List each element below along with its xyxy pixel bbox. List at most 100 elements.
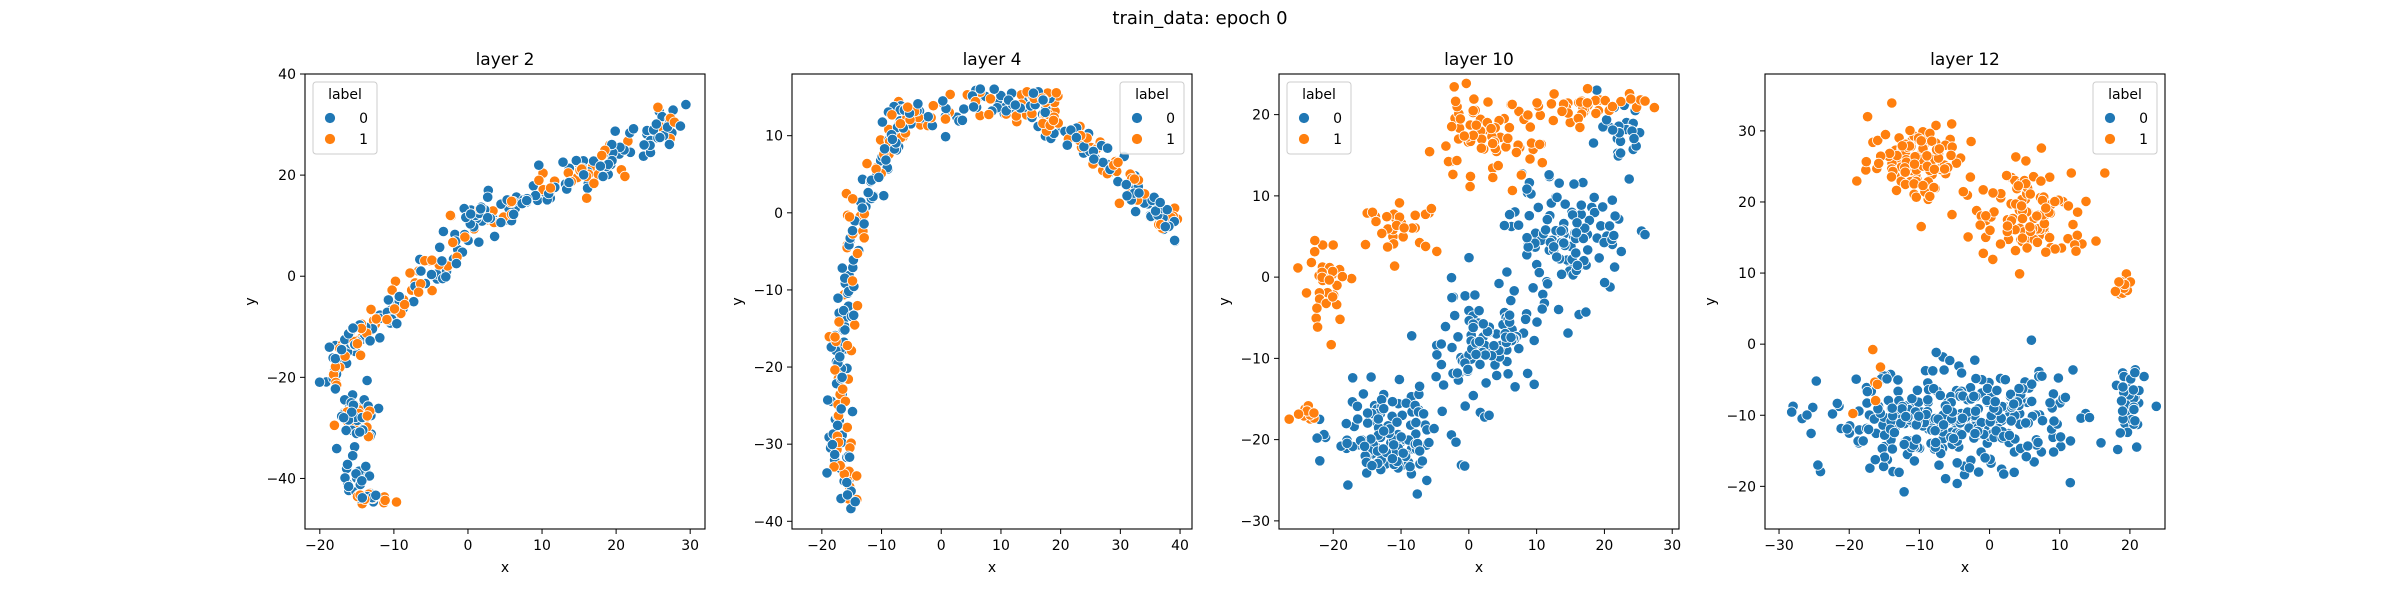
- point-label-0: [1501, 266, 1513, 278]
- legend-entry-0: 0: [359, 111, 368, 127]
- point-label-1: [1851, 175, 1863, 187]
- point-label-1: [1984, 224, 1996, 236]
- point-label-1: [1962, 231, 1974, 243]
- legend-entry-0: 0: [1166, 111, 1175, 127]
- x-tick-label: 0: [464, 538, 473, 554]
- point-label-0: [1070, 132, 1083, 144]
- point-label-0: [1470, 348, 1482, 360]
- point-label-0: [338, 412, 350, 424]
- point-label-0: [937, 95, 949, 107]
- point-label-0: [1571, 217, 1583, 229]
- point-label-0: [1513, 342, 1525, 355]
- point-label-0: [2048, 415, 2060, 427]
- point-label-1: [1964, 171, 1977, 183]
- point-label-0: [360, 460, 372, 472]
- point-label-1: [1283, 413, 1295, 425]
- point-label-1: [544, 182, 557, 194]
- point-label-1: [1331, 279, 1343, 291]
- point-label-0: [2117, 381, 2129, 393]
- point-label-0: [1508, 285, 1520, 297]
- point-label-0: [1504, 309, 1516, 321]
- point-label-0: [1927, 365, 1939, 377]
- point-label-1: [2071, 229, 2083, 241]
- y-tick-label: 20: [1738, 195, 1756, 211]
- point-label-0: [1406, 330, 1418, 342]
- x-tick-label: 40: [1171, 538, 1189, 554]
- point-label-0: [1944, 354, 1956, 367]
- x-tick-label: 30: [681, 538, 699, 554]
- point-label-1: [1534, 138, 1546, 150]
- legend-entry-1: 1: [1333, 132, 1342, 148]
- point-label-1: [1524, 153, 1536, 165]
- point-label-1: [1447, 168, 1459, 180]
- point-label-1: [1531, 97, 1543, 109]
- point-label-1: [2024, 188, 2036, 200]
- point-label-0: [1102, 142, 1114, 154]
- point-label-0: [1528, 378, 1540, 390]
- point-label-0: [1892, 374, 1904, 386]
- point-label-1: [1325, 339, 1337, 351]
- point-label-1: [588, 177, 600, 189]
- y-axis-label: y: [1703, 297, 1719, 305]
- point-label-0: [563, 176, 575, 189]
- point-label-0: [2013, 382, 2025, 395]
- scatter-points: [313, 99, 692, 510]
- point-label-1: [1899, 166, 1911, 178]
- point-label-0: [370, 489, 382, 501]
- legend-marker-0: [324, 112, 336, 124]
- point-label-0: [1951, 477, 1963, 490]
- point-label-1: [2072, 206, 2084, 218]
- point-label-0: [1536, 303, 1548, 315]
- point-label-1: [1547, 114, 1559, 127]
- point-label-0: [1587, 137, 1600, 149]
- point-label-0: [1154, 196, 1166, 209]
- point-label-0: [1473, 335, 1486, 347]
- point-label-1: [1860, 156, 1872, 168]
- x-tick-label: −10: [867, 538, 897, 554]
- point-label-1: [858, 232, 870, 244]
- point-label-1: [841, 339, 854, 352]
- point-label-0: [1623, 173, 1635, 185]
- point-label-0: [1898, 438, 1910, 450]
- point-label-1: [1393, 197, 1406, 209]
- point-label-0: [663, 138, 676, 150]
- point-label-1: [381, 313, 393, 326]
- point-label-0: [335, 344, 348, 356]
- point-label-1: [847, 193, 859, 205]
- point-label-0: [1428, 422, 1440, 435]
- point-label-0: [1786, 406, 1798, 418]
- point-label-1: [1468, 93, 1480, 105]
- point-label-1: [1928, 163, 1940, 175]
- point-label-0: [650, 118, 663, 130]
- point-label-1: [861, 158, 873, 170]
- point-label-0: [437, 225, 449, 238]
- point-label-0: [1888, 426, 1901, 439]
- point-label-0: [1553, 177, 1565, 189]
- point-label-0: [1951, 457, 1963, 469]
- point-label-0: [1521, 232, 1533, 244]
- point-label-1: [1890, 184, 1903, 196]
- point-label-0: [2025, 334, 2038, 346]
- point-label-0: [1459, 400, 1471, 412]
- point-label-0: [450, 257, 462, 270]
- point-label-1: [2040, 246, 2052, 258]
- point-label-0: [1998, 468, 2010, 480]
- point-label-1: [351, 338, 363, 350]
- point-label-0: [1088, 153, 1100, 165]
- point-label-1: [1323, 274, 1335, 286]
- point-label-0: [2095, 437, 2107, 449]
- point-label-0: [1582, 244, 1594, 256]
- point-label-1: [1522, 109, 1534, 121]
- legend-title: label: [1135, 87, 1169, 103]
- point-label-0: [1863, 423, 1875, 435]
- point-label-0: [1551, 251, 1563, 263]
- point-label-0: [1037, 94, 1049, 106]
- point-label-1: [404, 267, 416, 279]
- legend-title: label: [1302, 87, 1336, 103]
- point-label-0: [1469, 289, 1481, 301]
- x-tick-label: −10: [379, 538, 409, 554]
- point-label-0: [1591, 84, 1603, 96]
- point-label-0: [822, 394, 834, 406]
- point-label-0: [1562, 327, 1574, 339]
